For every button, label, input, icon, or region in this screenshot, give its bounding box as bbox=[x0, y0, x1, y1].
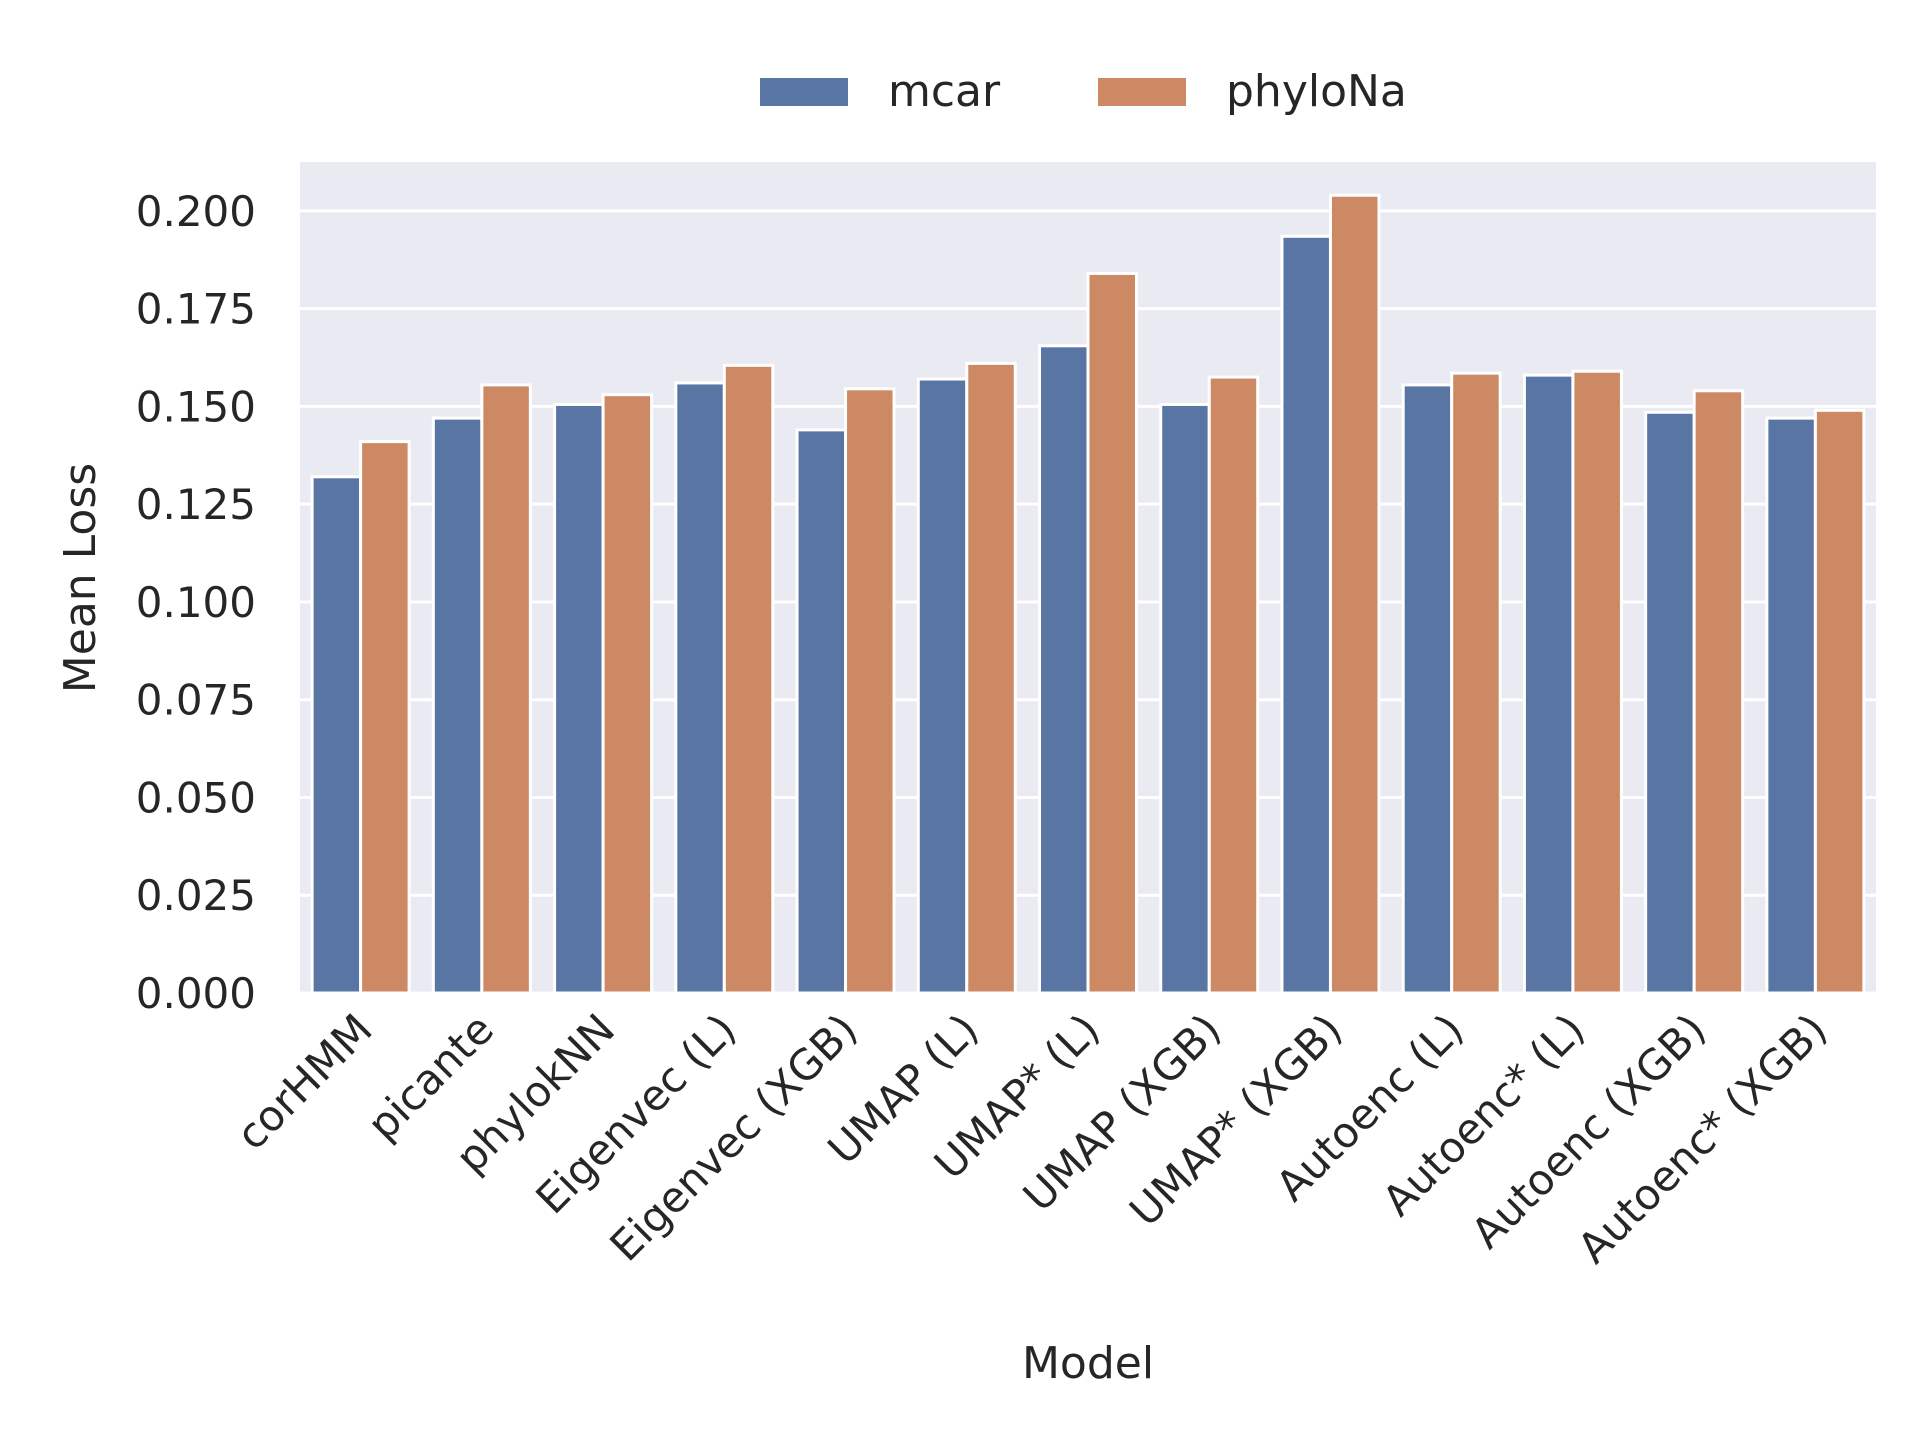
x-tick-label: UMAP* (XGB) bbox=[1120, 1004, 1351, 1235]
legend-label-mcar: mcar bbox=[888, 66, 1001, 117]
y-tick-label: 0.025 bbox=[136, 871, 256, 920]
y-tick-label: 0.150 bbox=[136, 382, 256, 431]
bar-phyloNa-5 bbox=[965, 361, 1017, 995]
bar-phyloNa-2 bbox=[601, 393, 654, 995]
bar-mcar-12 bbox=[1765, 416, 1817, 995]
x-tick-label: corHMM bbox=[227, 1004, 382, 1159]
bar-mcar-2 bbox=[553, 402, 605, 995]
y-tick-label: 0.000 bbox=[136, 969, 256, 1018]
bar-mcar-3 bbox=[674, 381, 726, 995]
y-tick-label: 0.050 bbox=[136, 773, 256, 822]
bar-mcar-8 bbox=[1280, 234, 1332, 995]
y-tick-label: 0.125 bbox=[136, 480, 256, 529]
bar-phyloNa-12 bbox=[1813, 408, 1866, 995]
bar-phyloNa-4 bbox=[844, 387, 896, 995]
y-tick-label: 0.075 bbox=[136, 676, 256, 725]
x-axis-label: Model bbox=[1022, 1338, 1154, 1389]
bar-phyloNa-1 bbox=[480, 383, 532, 995]
bar-mcar-1 bbox=[431, 416, 484, 995]
bar-phyloNa-9 bbox=[1450, 371, 1502, 995]
bar-mcar-11 bbox=[1644, 410, 1696, 995]
legend-label-phyloNa: phyloNa bbox=[1226, 66, 1407, 117]
bar-phyloNa-11 bbox=[1692, 389, 1745, 995]
y-tick-label: 0.175 bbox=[136, 285, 256, 334]
bar-mcar-4 bbox=[795, 428, 848, 995]
bar-mcar-10 bbox=[1522, 373, 1575, 995]
bar-mcar-9 bbox=[1401, 383, 1454, 995]
y-tick-label: 0.100 bbox=[136, 578, 256, 627]
y-tick-label: 0.200 bbox=[136, 187, 256, 236]
bar-phyloNa-6 bbox=[1086, 271, 1138, 995]
bar-mcar-6 bbox=[1038, 344, 1090, 995]
bar-phyloNa-0 bbox=[359, 440, 411, 995]
bar-phyloNa-3 bbox=[722, 363, 775, 995]
bar-mcar-7 bbox=[1159, 402, 1211, 995]
bar-mcar-0 bbox=[310, 475, 363, 995]
y-axis-label: Mean Loss bbox=[55, 463, 106, 693]
bar-phyloNa-10 bbox=[1571, 369, 1623, 995]
bar-phyloNa-7 bbox=[1207, 375, 1260, 995]
bar-mcar-5 bbox=[916, 377, 969, 995]
legend-swatch-mcar bbox=[760, 78, 848, 106]
legend-swatch-phyloNa bbox=[1098, 78, 1186, 106]
bar-phyloNa-8 bbox=[1328, 193, 1381, 995]
